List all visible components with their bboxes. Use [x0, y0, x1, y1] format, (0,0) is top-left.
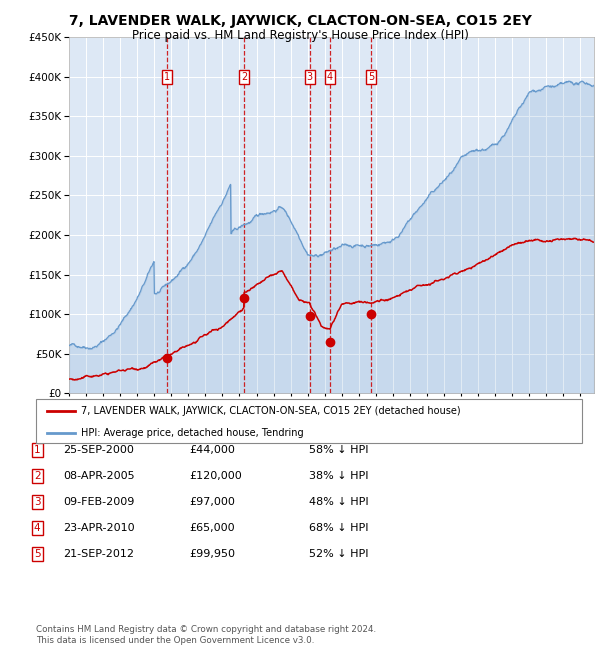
Text: 7, LAVENDER WALK, JAYWICK, CLACTON-ON-SEA, CO15 2EY: 7, LAVENDER WALK, JAYWICK, CLACTON-ON-SE… [68, 14, 532, 29]
Text: 48% ↓ HPI: 48% ↓ HPI [309, 497, 368, 507]
Text: Price paid vs. HM Land Registry's House Price Index (HPI): Price paid vs. HM Land Registry's House … [131, 29, 469, 42]
Text: £99,950: £99,950 [189, 549, 235, 559]
Text: Contains HM Land Registry data © Crown copyright and database right 2024.
This d: Contains HM Land Registry data © Crown c… [36, 625, 376, 645]
Text: 7, LAVENDER WALK, JAYWICK, CLACTON-ON-SEA, CO15 2EY (detached house): 7, LAVENDER WALK, JAYWICK, CLACTON-ON-SE… [81, 406, 461, 416]
Text: 3: 3 [34, 497, 41, 507]
Text: 3: 3 [307, 72, 313, 82]
Text: £97,000: £97,000 [189, 497, 235, 507]
Text: 5: 5 [368, 72, 374, 82]
Text: 38% ↓ HPI: 38% ↓ HPI [309, 471, 368, 481]
Text: 52% ↓ HPI: 52% ↓ HPI [309, 549, 368, 559]
Text: 21-SEP-2012: 21-SEP-2012 [63, 549, 134, 559]
Text: 5: 5 [34, 549, 41, 559]
Text: 4: 4 [34, 523, 41, 533]
Text: 25-SEP-2000: 25-SEP-2000 [63, 445, 134, 455]
Text: 1: 1 [164, 72, 170, 82]
Text: 4: 4 [327, 72, 333, 82]
Text: 2: 2 [34, 471, 41, 481]
Text: £65,000: £65,000 [189, 523, 235, 533]
Text: £44,000: £44,000 [189, 445, 235, 455]
Text: 58% ↓ HPI: 58% ↓ HPI [309, 445, 368, 455]
Text: £120,000: £120,000 [189, 471, 242, 481]
Text: HPI: Average price, detached house, Tendring: HPI: Average price, detached house, Tend… [81, 428, 304, 438]
Text: 09-FEB-2009: 09-FEB-2009 [63, 497, 134, 507]
Text: 68% ↓ HPI: 68% ↓ HPI [309, 523, 368, 533]
Text: 1: 1 [34, 445, 41, 455]
Text: 08-APR-2005: 08-APR-2005 [63, 471, 134, 481]
Text: 2: 2 [241, 72, 247, 82]
Text: 23-APR-2010: 23-APR-2010 [63, 523, 134, 533]
